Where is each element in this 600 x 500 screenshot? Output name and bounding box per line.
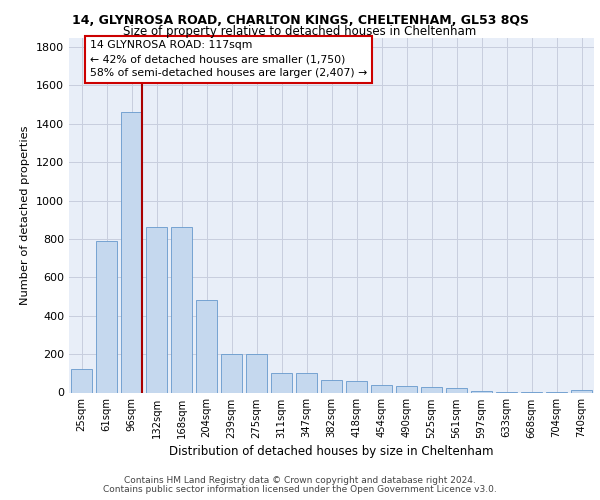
Bar — [71, 370, 92, 392]
Text: Size of property relative to detached houses in Cheltenham: Size of property relative to detached ho… — [124, 25, 476, 38]
Bar — [421, 386, 442, 392]
Bar — [371, 385, 392, 392]
Bar — [96, 241, 117, 392]
Text: 14, GLYNROSA ROAD, CHARLTON KINGS, CHELTENHAM, GL53 8QS: 14, GLYNROSA ROAD, CHARLTON KINGS, CHELT… — [71, 14, 529, 27]
Bar — [171, 228, 192, 392]
Bar — [121, 112, 142, 392]
Bar — [471, 390, 492, 392]
Bar — [396, 386, 417, 392]
Text: Contains HM Land Registry data © Crown copyright and database right 2024.: Contains HM Land Registry data © Crown c… — [124, 476, 476, 485]
X-axis label: Distribution of detached houses by size in Cheltenham: Distribution of detached houses by size … — [169, 444, 494, 458]
Bar — [246, 354, 267, 393]
Bar — [296, 374, 317, 392]
Bar — [321, 380, 342, 392]
Bar — [446, 388, 467, 392]
Bar — [221, 354, 242, 393]
Bar — [571, 390, 592, 392]
Text: 14 GLYNROSA ROAD: 117sqm
← 42% of detached houses are smaller (1,750)
58% of sem: 14 GLYNROSA ROAD: 117sqm ← 42% of detach… — [90, 40, 367, 78]
Text: Contains public sector information licensed under the Open Government Licence v3: Contains public sector information licen… — [103, 484, 497, 494]
Bar — [146, 228, 167, 392]
Y-axis label: Number of detached properties: Number of detached properties — [20, 125, 31, 304]
Bar — [196, 300, 217, 392]
Bar — [271, 374, 292, 392]
Bar — [346, 381, 367, 392]
